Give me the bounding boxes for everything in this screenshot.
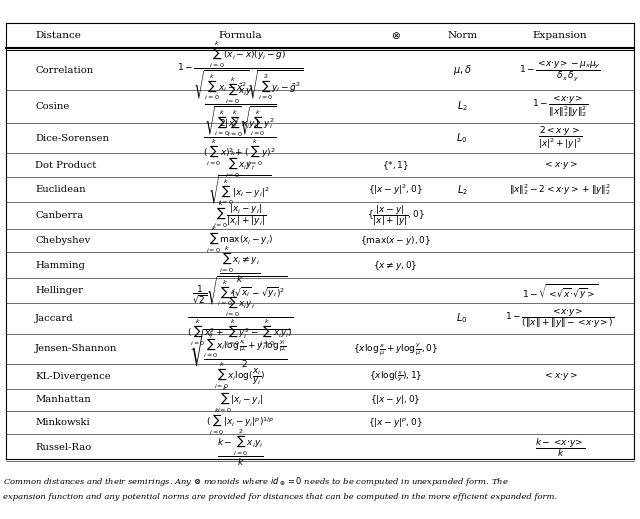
Text: Cosine: Cosine — [35, 102, 70, 111]
Text: KL-Divergence: KL-Divergence — [35, 372, 111, 381]
Text: $\{|x-y|^2,0\}$: $\{|x-y|^2,0\}$ — [368, 183, 423, 197]
Text: $\dfrac{\sum_{i=0}^{k}x_iy_i}{\sqrt{\sum_{i=0}^{k}x_i^2}\sqrt{\sum_{i=0}^{k}y_i^: $\dfrac{\sum_{i=0}^{k}x_iy_i}{\sqrt{\sum… — [204, 75, 276, 138]
Text: $1-\sqrt{<\!\sqrt{x}{\cdot}\sqrt{y}\!>}$: $1-\sqrt{<\!\sqrt{x}{\cdot}\sqrt{y}\!>}$ — [522, 282, 598, 299]
Text: Manhattan: Manhattan — [35, 395, 91, 404]
Text: $1 - \dfrac{\sum_{i=0}^{k}(x_i-\bar{x})(y_i-\bar{g})}{\sqrt{\sum_{i=0}^{k}x_i-\b: $1 - \dfrac{\sum_{i=0}^{k}(x_i-\bar{x})(… — [177, 38, 303, 102]
Text: $\{\max(x-y),0\}$: $\{\max(x-y),0\}$ — [360, 234, 431, 247]
Text: Norm: Norm — [447, 31, 477, 40]
Text: Dice-Sorensen: Dice-Sorensen — [35, 134, 109, 143]
Text: Dot Product: Dot Product — [35, 161, 97, 170]
Text: Hamming: Hamming — [35, 261, 85, 269]
Text: $(\sum_{i=0}^{k}|x_i-y_i|^p)^{1/p}$: $(\sum_{i=0}^{k}|x_i-y_i|^p)^{1/p}$ — [205, 407, 275, 438]
Text: Canberra: Canberra — [35, 211, 83, 220]
Text: $\{x{\neq}y,0\}$: $\{x{\neq}y,0\}$ — [373, 258, 418, 271]
Text: $1-\dfrac{<\!x{\cdot}y\!>}{(\|x\|+\|y\|-<\!x{\cdot}y\!>)}$: $1-\dfrac{<\!x{\cdot}y\!>}{(\|x\|+\|y\|-… — [506, 307, 614, 330]
Text: $\sqrt{\dfrac{\sum_{i=0}^{k}x_i\log\frac{x_i}{\mu_i}+y_i\log\frac{y_i}{\mu_i}}{2: $\sqrt{\dfrac{\sum_{i=0}^{k}x_i\log\frac… — [189, 327, 291, 370]
Text: $L_0$: $L_0$ — [456, 311, 468, 325]
Text: Jensen-Shannon: Jensen-Shannon — [35, 344, 118, 353]
Text: Chebyshev: Chebyshev — [35, 236, 90, 245]
Text: $L_0$: $L_0$ — [456, 131, 468, 145]
Text: Formula: Formula — [218, 31, 262, 40]
Text: $\sum_{i=0}^{k}x_i\log(\dfrac{x_i}{y_i})$: $\sum_{i=0}^{k}x_i\log(\dfrac{x_i}{y_i})… — [214, 361, 266, 391]
Text: $\dfrac{\sum_{i=0}^{k}x_i{\neq}y_i}{k}$: $\dfrac{\sum_{i=0}^{k}x_i{\neq}y_i}{k}$ — [220, 245, 260, 285]
Text: $\{|x-y|^p,0\}$: $\{|x-y|^p,0\}$ — [368, 416, 423, 429]
Text: Russel-Rao: Russel-Rao — [35, 443, 92, 452]
Text: $1 - \dfrac{<\!x{\cdot}y\!>-\mu_x\mu_y}{\delta_x\,\delta_y}$: $1 - \dfrac{<\!x{\cdot}y\!>-\mu_x\mu_y}{… — [519, 58, 601, 83]
Text: $<x{\cdot}y>$: $<x{\cdot}y>$ — [543, 159, 577, 171]
Text: Correlation: Correlation — [35, 65, 93, 75]
Text: $\{|x-y|,0\}$: $\{|x-y|,0\}$ — [371, 393, 420, 406]
Text: $L_2$: $L_2$ — [456, 100, 468, 113]
Text: Jaccard: Jaccard — [35, 314, 74, 323]
Text: Minkowski: Minkowski — [35, 418, 90, 427]
Text: $1 - \dfrac{<\!x{\cdot}y\!>}{\|x\|_2^2\|y\|_2^2}$: $1 - \dfrac{<\!x{\cdot}y\!>}{\|x\|_2^2\|… — [532, 93, 588, 119]
Text: $\{x\log(\frac{x}{y}),1\}$: $\{x\log(\frac{x}{y}),1\}$ — [369, 369, 422, 384]
Text: $\{*,1\}$: $\{*,1\}$ — [382, 159, 409, 172]
Text: $\otimes$: $\otimes$ — [390, 30, 401, 42]
Text: $\dfrac{2|\sum_{i=0}^{k}x_iy_i|}{(\sum_{i=0}^{k}x)^2+(\sum_{i=0}^{k}y)^2}$: $\dfrac{2|\sum_{i=0}^{k}x_iy_i|}{(\sum_{… — [204, 108, 276, 168]
Text: Distance: Distance — [35, 31, 81, 40]
Text: Expansion: Expansion — [532, 31, 588, 40]
Text: $\mu,\delta$: $\mu,\delta$ — [452, 63, 472, 77]
Text: Euclidean: Euclidean — [35, 185, 86, 194]
Text: $L_2$: $L_2$ — [456, 183, 468, 197]
Text: Common distances and their semirings. Any ⊗ monoids where $id_\otimes = 0$ needs: Common distances and their semirings. An… — [3, 475, 509, 488]
Text: $\sum_{i=0}^{k}|x_i-y_i|$: $\sum_{i=0}^{k}|x_i-y_i|$ — [217, 385, 263, 415]
Text: $\|x\|_2^2-2<x{\cdot}y>+\|y\|_2^2$: $\|x\|_2^2-2<x{\cdot}y>+\|y\|_2^2$ — [509, 182, 611, 197]
Text: $\dfrac{\sum_{i=0}^{k}x_iy_i}{(\sum_{i=0}^{k}x_i^2+\sum_{i=0}^{k}y_i^2-\sum_{i=0: $\dfrac{\sum_{i=0}^{k}x_iy_i}{(\sum_{i=0… — [187, 289, 293, 348]
Text: $\sqrt{\sum_{i=0}^{k}|x_i-y_i|^2}$: $\sqrt{\sum_{i=0}^{k}|x_i-y_i|^2}$ — [208, 173, 272, 207]
Text: $\dfrac{k-\sum_{i=0}^{2}x_iy_i}{k}$: $\dfrac{k-\sum_{i=0}^{2}x_iy_i}{k}$ — [217, 428, 263, 468]
Text: $\sum_{i=0}^{k}\dfrac{|x_i-y_i|}{|x_i|+|y_i|}$: $\sum_{i=0}^{k}\dfrac{|x_i-y_i|}{|x_i|+|… — [213, 200, 267, 230]
Text: $\{x\log\frac{x}{\mu}+y\log\frac{y}{\mu},0\}$: $\{x\log\frac{x}{\mu}+y\log\frac{y}{\mu}… — [353, 341, 438, 357]
Text: Hellinger: Hellinger — [35, 286, 83, 295]
Text: expansion function and any potential norms are provided for distances that can b: expansion function and any potential nor… — [3, 493, 557, 501]
Text: $\sum_{i=0}^{k}x_iy_i$: $\sum_{i=0}^{k}x_iy_i$ — [225, 150, 255, 181]
Text: $\dfrac{2{<}x{\cdot}y{>}}{|x|^2+|y|^2}$: $\dfrac{2{<}x{\cdot}y{>}}{|x|^2+|y|^2}$ — [538, 125, 582, 151]
Text: $\sum_{i=0}^{k}\max(x_i-y_i)$: $\sum_{i=0}^{k}\max(x_i-y_i)$ — [207, 225, 273, 255]
Text: $\dfrac{1}{\sqrt{2}}\sqrt{\sum_{i=0}^{k}(\sqrt{x_i}-\sqrt{y_i})^2}$: $\dfrac{1}{\sqrt{2}}\sqrt{\sum_{i=0}^{k}… — [193, 274, 287, 308]
Text: $\{\dfrac{|x-y|}{|x|+|y|},0\}$: $\{\dfrac{|x-y|}{|x|+|y|},0\}$ — [367, 203, 424, 228]
Text: $\dfrac{k-<\!x{\cdot}y\!>}{k}$: $\dfrac{k-<\!x{\cdot}y\!>}{k}$ — [534, 436, 586, 459]
Text: $<x{\cdot}y>$: $<x{\cdot}y>$ — [543, 371, 577, 383]
